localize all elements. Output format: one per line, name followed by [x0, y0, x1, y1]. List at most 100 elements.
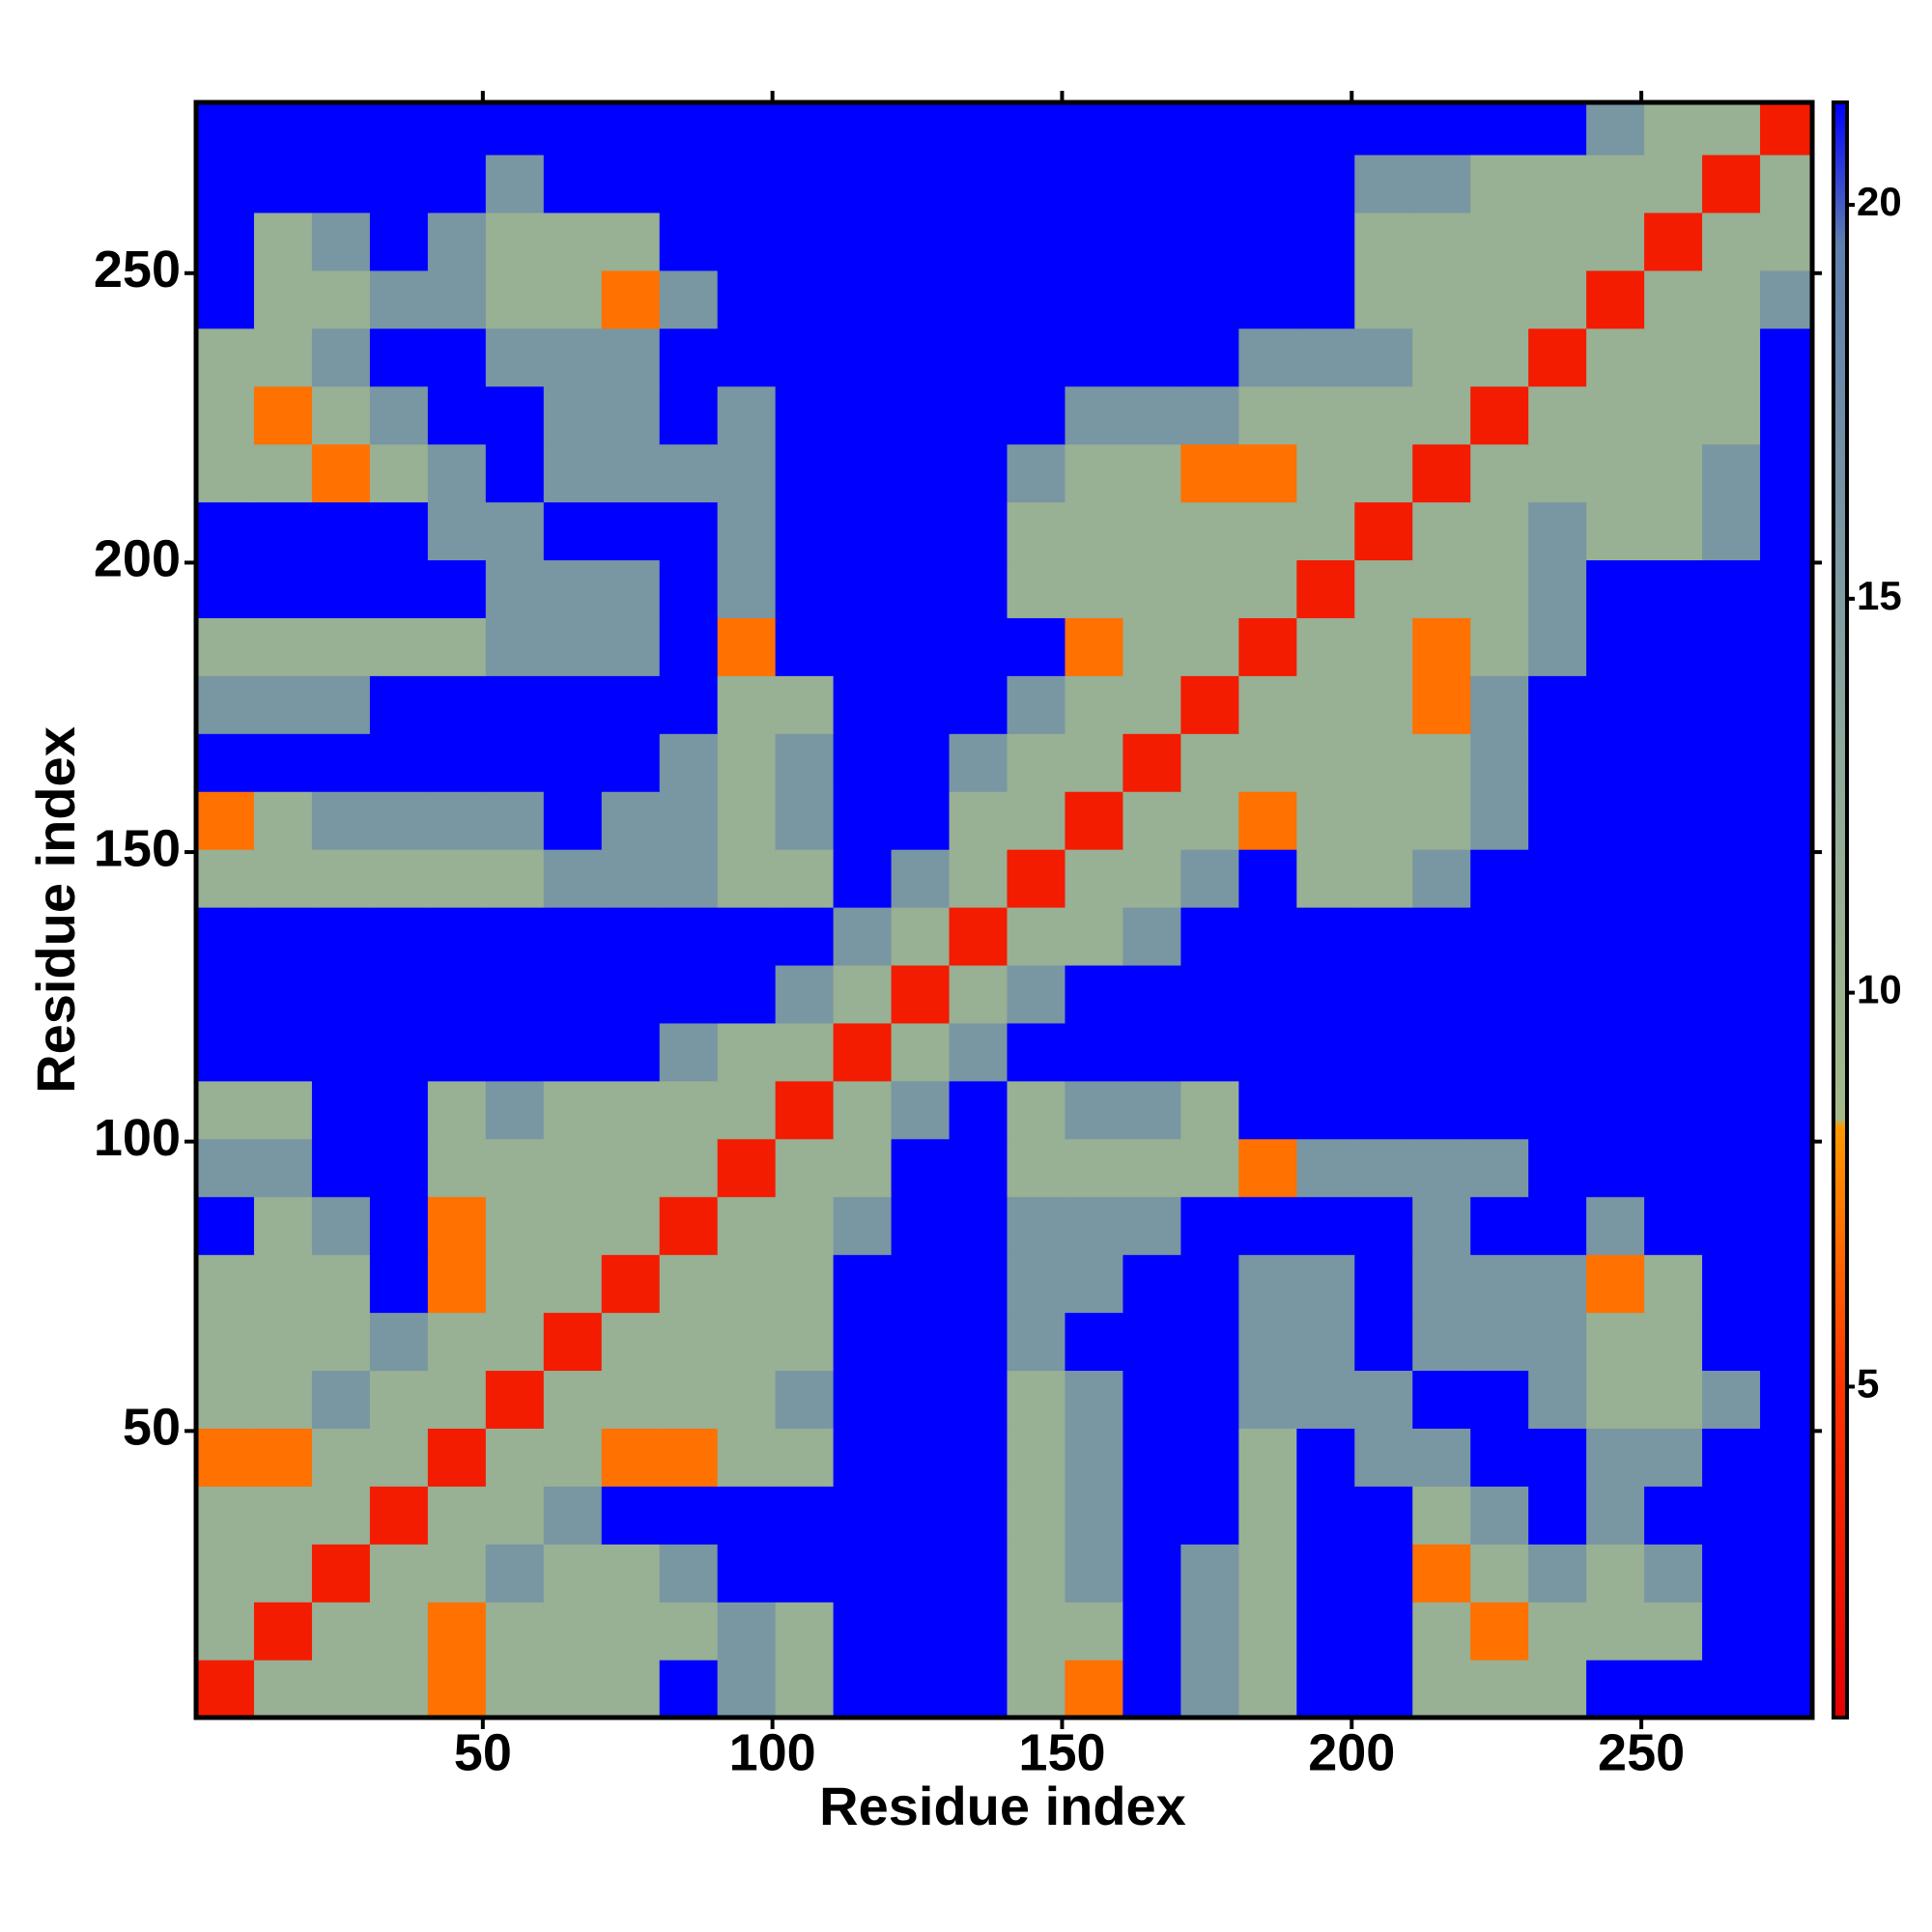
heatmap-cell — [1180, 733, 1239, 792]
heatmap-cell — [717, 443, 777, 503]
heatmap-cell — [717, 964, 777, 1024]
heatmap-cell — [1528, 1486, 1587, 1545]
heatmap-cell — [311, 501, 371, 561]
heatmap-cell — [1238, 1312, 1297, 1372]
heatmap-cell — [775, 1428, 835, 1487]
heatmap-cell — [1007, 1138, 1066, 1198]
colorbar — [1832, 100, 1849, 1719]
heatmap-cell — [485, 443, 545, 503]
heatmap-cell — [1296, 1544, 1355, 1603]
heatmap-cell — [891, 1602, 951, 1661]
heatmap-cell — [717, 1660, 777, 1719]
heatmap-cell — [485, 1138, 545, 1198]
heatmap-cell — [427, 1312, 487, 1372]
heatmap-cell — [196, 501, 255, 561]
heatmap-cell — [1065, 154, 1124, 213]
heatmap-cell — [253, 212, 313, 271]
heatmap-cell — [369, 1254, 429, 1314]
heatmap-cell — [1702, 617, 1761, 676]
heatmap-cell — [253, 327, 313, 387]
heatmap-cell — [253, 1428, 313, 1487]
heatmap-cell — [1007, 1312, 1066, 1372]
heatmap-cell — [1586, 1196, 1645, 1256]
heatmap-cell — [659, 1312, 719, 1372]
heatmap-cell — [1702, 1660, 1761, 1719]
heatmap-cell — [196, 385, 255, 445]
heatmap-cell — [1238, 1602, 1297, 1661]
heatmap-cell — [1644, 1660, 1703, 1719]
heatmap-cell — [1354, 270, 1413, 329]
heatmap-cell — [311, 1312, 371, 1372]
heatmap-cell — [369, 791, 429, 850]
heatmap-cell — [485, 791, 545, 850]
heatmap-cell — [427, 733, 487, 792]
heatmap — [196, 102, 1813, 1719]
heatmap-cell — [1296, 1138, 1355, 1198]
heatmap-cell — [775, 1022, 835, 1082]
heatmap-cell — [1065, 212, 1124, 271]
heatmap-cell — [369, 617, 429, 676]
heatmap-cell — [949, 559, 1009, 618]
heatmap-cell — [1586, 849, 1645, 908]
heatmap-cell — [891, 1080, 951, 1140]
heatmap-cell — [717, 1196, 777, 1256]
heatmap-cell — [196, 102, 255, 156]
heatmap-cell — [659, 154, 719, 213]
heatmap-cell — [196, 1660, 255, 1719]
heatmap-cell — [833, 102, 893, 156]
heatmap-cell — [1180, 907, 1239, 966]
heatmap-cell — [1412, 617, 1471, 676]
heatmap-cell — [891, 849, 951, 908]
heatmap-cell — [1760, 1486, 1813, 1545]
heatmap-cell — [1586, 270, 1645, 329]
heatmap-cell — [1296, 617, 1355, 676]
heatmap-cell — [369, 1080, 429, 1140]
heatmap-cell — [1122, 270, 1181, 329]
heatmap-cell — [196, 675, 255, 734]
heatmap-cell — [1644, 385, 1703, 445]
heatmap-cell — [427, 327, 487, 387]
heatmap-cell — [891, 1022, 951, 1082]
heatmap-cell — [1412, 1486, 1471, 1545]
heatmap-cell — [1238, 102, 1297, 156]
heatmap-cell — [1238, 443, 1297, 503]
heatmap-cell — [1180, 1138, 1239, 1198]
heatmap-cell — [485, 501, 545, 561]
heatmap-cell — [311, 559, 371, 618]
heatmap-cell — [1528, 907, 1587, 966]
heatmap-cell — [833, 1196, 893, 1256]
heatmap-cell — [196, 559, 255, 618]
heatmap-cell — [1065, 733, 1124, 792]
heatmap-cell — [253, 849, 313, 908]
heatmap-cell — [601, 907, 661, 966]
heatmap-cell — [1296, 559, 1355, 618]
heatmap-cell — [1470, 791, 1529, 850]
heatmap-cell — [833, 1544, 893, 1603]
heatmap-cell — [659, 964, 719, 1024]
heatmap-cell — [949, 1080, 1009, 1140]
heatmap-cell — [1586, 501, 1645, 561]
heatmap-cell — [949, 212, 1009, 271]
heatmap-cell — [1122, 1544, 1181, 1603]
heatmap-cell — [1296, 1080, 1355, 1140]
heatmap-cell — [311, 1196, 371, 1256]
heatmap-cell — [1644, 1022, 1703, 1082]
heatmap-cell — [485, 102, 545, 156]
heatmap-cell — [659, 907, 719, 966]
heatmap-cell — [1354, 1428, 1413, 1487]
heatmap-cell — [601, 964, 661, 1024]
heatmap-cell — [659, 559, 719, 618]
heatmap-cell — [1007, 1544, 1066, 1603]
heatmap-cell — [949, 1486, 1009, 1545]
heatmap-cell — [891, 617, 951, 676]
heatmap-cell — [427, 1486, 487, 1545]
heatmap-cell — [369, 559, 429, 618]
heatmap-cell — [659, 791, 719, 850]
heatmap-cell — [775, 907, 835, 966]
heatmap-cell — [1644, 327, 1703, 387]
heatmap-cell — [1702, 1544, 1761, 1603]
heatmap-cell — [1528, 102, 1587, 156]
heatmap-cell — [775, 270, 835, 329]
y-axis-title: Residue index — [25, 726, 86, 1094]
heatmap-cell — [369, 675, 429, 734]
